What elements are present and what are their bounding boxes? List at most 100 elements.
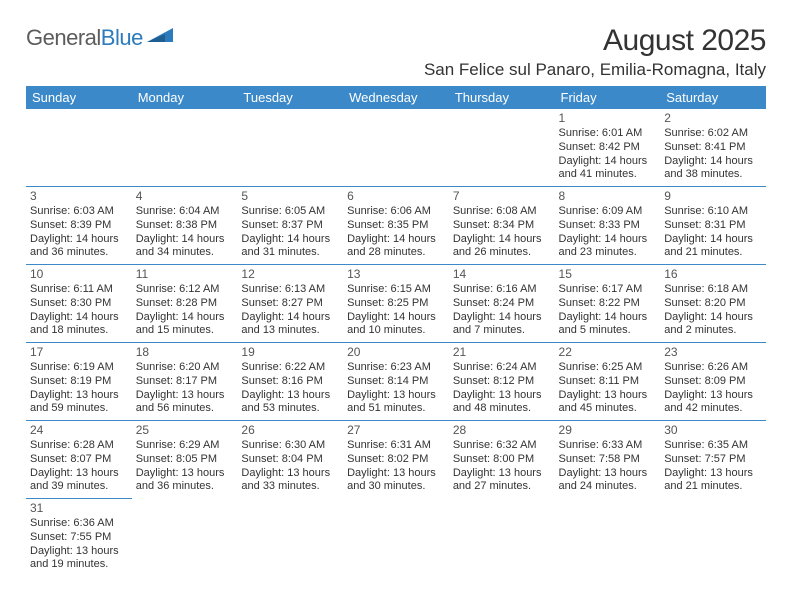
daylight-text: Daylight: 13 hours and 30 minutes. — [347, 467, 445, 495]
daylight-text: Daylight: 13 hours and 19 minutes. — [30, 545, 128, 573]
sunset-text: Sunset: 8:17 PM — [136, 375, 234, 389]
day-number: 8 — [559, 189, 657, 204]
calendar-day-cell: 12Sunrise: 6:13 AMSunset: 8:27 PMDayligh… — [237, 265, 343, 343]
weekday-header: Tuesday — [237, 86, 343, 109]
daylight-text: Daylight: 14 hours and 31 minutes. — [241, 233, 339, 261]
day-number: 26 — [241, 423, 339, 438]
day-number: 29 — [559, 423, 657, 438]
calendar-day-cell — [343, 499, 449, 577]
day-number: 21 — [453, 345, 551, 360]
sunrise-text: Sunrise: 6:06 AM — [347, 205, 445, 219]
weekday-header: Wednesday — [343, 86, 449, 109]
sunset-text: Sunset: 8:12 PM — [453, 375, 551, 389]
sunrise-text: Sunrise: 6:13 AM — [241, 283, 339, 297]
daylight-text: Daylight: 14 hours and 2 minutes. — [664, 311, 762, 339]
sunrise-text: Sunrise: 6:25 AM — [559, 361, 657, 375]
sunrise-text: Sunrise: 6:20 AM — [136, 361, 234, 375]
logo: GeneralBlue — [26, 24, 173, 52]
sunset-text: Sunset: 7:55 PM — [30, 531, 128, 545]
sunrise-text: Sunrise: 6:19 AM — [30, 361, 128, 375]
daylight-text: Daylight: 14 hours and 13 minutes. — [241, 311, 339, 339]
day-number: 2 — [664, 111, 762, 126]
sunrise-text: Sunrise: 6:18 AM — [664, 283, 762, 297]
daylight-text: Daylight: 13 hours and 27 minutes. — [453, 467, 551, 495]
calendar-day-cell: 23Sunrise: 6:26 AMSunset: 8:09 PMDayligh… — [660, 343, 766, 421]
sunrise-text: Sunrise: 6:04 AM — [136, 205, 234, 219]
sunrise-text: Sunrise: 6:03 AM — [30, 205, 128, 219]
calendar-day-cell: 7Sunrise: 6:08 AMSunset: 8:34 PMDaylight… — [449, 187, 555, 265]
calendar-day-cell: 22Sunrise: 6:25 AMSunset: 8:11 PMDayligh… — [555, 343, 661, 421]
day-number: 7 — [453, 189, 551, 204]
calendar-table: SundayMondayTuesdayWednesdayThursdayFrid… — [26, 86, 766, 576]
calendar-week-row: 1Sunrise: 6:01 AMSunset: 8:42 PMDaylight… — [26, 109, 766, 187]
daylight-text: Daylight: 13 hours and 21 minutes. — [664, 467, 762, 495]
calendar-day-cell: 30Sunrise: 6:35 AMSunset: 7:57 PMDayligh… — [660, 421, 766, 499]
day-number: 23 — [664, 345, 762, 360]
day-number: 31 — [30, 501, 128, 516]
sunset-text: Sunset: 8:34 PM — [453, 219, 551, 233]
calendar-day-cell: 21Sunrise: 6:24 AMSunset: 8:12 PMDayligh… — [449, 343, 555, 421]
daylight-text: Daylight: 13 hours and 33 minutes. — [241, 467, 339, 495]
calendar-day-cell — [449, 499, 555, 577]
sunset-text: Sunset: 8:04 PM — [241, 453, 339, 467]
sunrise-text: Sunrise: 6:08 AM — [453, 205, 551, 219]
weekday-header: Friday — [555, 86, 661, 109]
day-number: 13 — [347, 267, 445, 282]
day-number: 28 — [453, 423, 551, 438]
day-number: 11 — [136, 267, 234, 282]
calendar-day-cell — [132, 109, 238, 187]
sunrise-text: Sunrise: 6:31 AM — [347, 439, 445, 453]
daylight-text: Daylight: 13 hours and 48 minutes. — [453, 389, 551, 417]
sunset-text: Sunset: 8:19 PM — [30, 375, 128, 389]
weekday-header: Thursday — [449, 86, 555, 109]
calendar-day-cell: 5Sunrise: 6:05 AMSunset: 8:37 PMDaylight… — [237, 187, 343, 265]
calendar-day-cell — [26, 109, 132, 187]
day-number: 10 — [30, 267, 128, 282]
calendar-week-row: 17Sunrise: 6:19 AMSunset: 8:19 PMDayligh… — [26, 343, 766, 421]
daylight-text: Daylight: 14 hours and 36 minutes. — [30, 233, 128, 261]
calendar-day-cell — [343, 109, 449, 187]
calendar-day-cell: 19Sunrise: 6:22 AMSunset: 8:16 PMDayligh… — [237, 343, 343, 421]
sunset-text: Sunset: 8:22 PM — [559, 297, 657, 311]
sunset-text: Sunset: 8:35 PM — [347, 219, 445, 233]
month-title: August 2025 — [424, 24, 766, 58]
daylight-text: Daylight: 14 hours and 23 minutes. — [559, 233, 657, 261]
calendar-day-cell: 29Sunrise: 6:33 AMSunset: 7:58 PMDayligh… — [555, 421, 661, 499]
day-number: 6 — [347, 189, 445, 204]
weekday-header: Saturday — [660, 86, 766, 109]
calendar-day-cell: 1Sunrise: 6:01 AMSunset: 8:42 PMDaylight… — [555, 109, 661, 187]
calendar-day-cell: 9Sunrise: 6:10 AMSunset: 8:31 PMDaylight… — [660, 187, 766, 265]
sunset-text: Sunset: 8:28 PM — [136, 297, 234, 311]
daylight-text: Daylight: 14 hours and 7 minutes. — [453, 311, 551, 339]
calendar-day-cell: 4Sunrise: 6:04 AMSunset: 8:38 PMDaylight… — [132, 187, 238, 265]
daylight-text: Daylight: 13 hours and 24 minutes. — [559, 467, 657, 495]
daylight-text: Daylight: 13 hours and 51 minutes. — [347, 389, 445, 417]
title-block: August 2025 San Felice sul Panaro, Emili… — [424, 24, 766, 80]
sunrise-text: Sunrise: 6:33 AM — [559, 439, 657, 453]
sunset-text: Sunset: 8:05 PM — [136, 453, 234, 467]
calendar-day-cell — [237, 499, 343, 577]
calendar-day-cell — [237, 109, 343, 187]
sunrise-text: Sunrise: 6:36 AM — [30, 517, 128, 531]
calendar-day-cell: 16Sunrise: 6:18 AMSunset: 8:20 PMDayligh… — [660, 265, 766, 343]
sunset-text: Sunset: 8:39 PM — [30, 219, 128, 233]
calendar-day-cell: 18Sunrise: 6:20 AMSunset: 8:17 PMDayligh… — [132, 343, 238, 421]
daylight-text: Daylight: 13 hours and 36 minutes. — [136, 467, 234, 495]
sunrise-text: Sunrise: 6:23 AM — [347, 361, 445, 375]
header: GeneralBlue August 2025 San Felice sul P… — [26, 24, 766, 80]
sunset-text: Sunset: 8:00 PM — [453, 453, 551, 467]
calendar-day-cell: 6Sunrise: 6:06 AMSunset: 8:35 PMDaylight… — [343, 187, 449, 265]
calendar-day-cell: 27Sunrise: 6:31 AMSunset: 8:02 PMDayligh… — [343, 421, 449, 499]
calendar-week-row: 10Sunrise: 6:11 AMSunset: 8:30 PMDayligh… — [26, 265, 766, 343]
flag-icon — [147, 26, 173, 52]
calendar-day-cell: 28Sunrise: 6:32 AMSunset: 8:00 PMDayligh… — [449, 421, 555, 499]
sunrise-text: Sunrise: 6:22 AM — [241, 361, 339, 375]
calendar-day-cell: 31Sunrise: 6:36 AMSunset: 7:55 PMDayligh… — [26, 499, 132, 577]
calendar-day-cell — [449, 109, 555, 187]
sunset-text: Sunset: 8:38 PM — [136, 219, 234, 233]
logo-text-blue: Blue — [101, 25, 143, 51]
daylight-text: Daylight: 14 hours and 26 minutes. — [453, 233, 551, 261]
sunrise-text: Sunrise: 6:17 AM — [559, 283, 657, 297]
day-number: 25 — [136, 423, 234, 438]
calendar-week-row: 31Sunrise: 6:36 AMSunset: 7:55 PMDayligh… — [26, 499, 766, 577]
